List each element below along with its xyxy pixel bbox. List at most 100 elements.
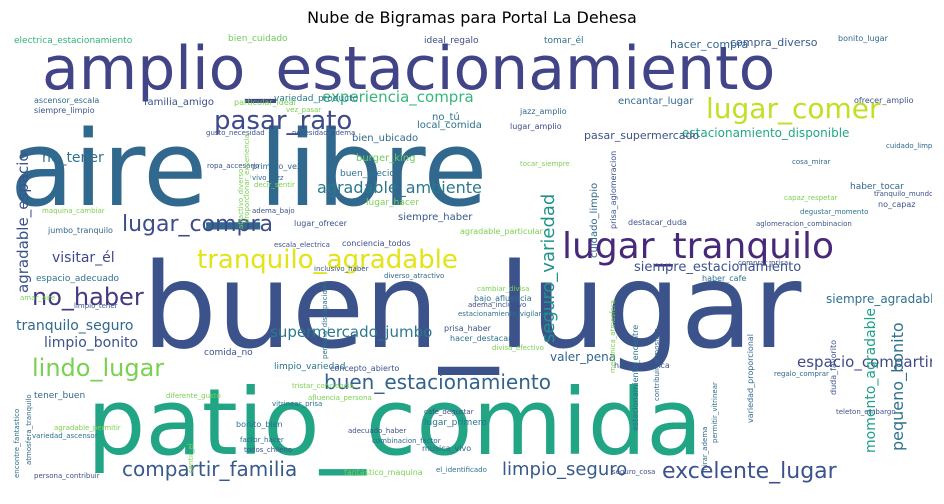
word-cafe-degustar: cafe_degustar — [424, 408, 474, 416]
word-permitir-vitrinear: permitir_vitrinear — [711, 382, 719, 443]
word-hacer-destacar: divisa_efectivo — [492, 344, 544, 352]
word-lindo-lugar: lindo_lugar — [32, 354, 165, 382]
word-proporcionar-experiencia: proporcionar_experiencia — [243, 134, 251, 223]
word-atmosfera-tranquilo: atmosfera_tranquilo — [25, 394, 33, 465]
word-mirar-adema: mirar_adema — [701, 426, 709, 473]
word-particular-ideal: particular_ideal — [234, 98, 296, 107]
word-haber-cafe: haber_tocar — [850, 182, 904, 192]
word-seguro-variedad: seguro_variedad — [538, 193, 559, 343]
word-decir-sentir: decir_sentir — [254, 181, 295, 189]
word-persona-discapacidad: persona_discapacidad — [321, 281, 329, 359]
word-pasar-rato: pasar_rato — [214, 106, 353, 136]
word-limpio-seguro: limpio_seguro — [502, 459, 628, 480]
word-no-tu: no_tú — [432, 112, 460, 123]
word-no-capaz: tranquilo_mundo — [874, 190, 932, 198]
word-jumbo-tranquilo: jumbo_tranquilo — [48, 226, 113, 235]
word-seguro-cosa: seguro_cosa — [612, 468, 656, 476]
word-diverso-atractivo: inclusivo_haber — [314, 265, 369, 273]
word-haber-musica: estacionamiento_vigilancia — [458, 310, 554, 318]
word-lugar-comer: lugar_comer — [706, 92, 881, 125]
word-contribuir-atmosfera: contribuir_atmosfera — [653, 327, 661, 401]
word-destacar-duda: cuidado_limpio — [886, 142, 932, 150]
word-inclusivo-haber: comprar_prisa — [738, 259, 789, 267]
word-no-hacer: espacio_compartir — [797, 353, 932, 371]
word-adema-bajo: adema_bajo — [252, 207, 295, 215]
word-burger-king: local_comida — [417, 120, 482, 131]
word-lugar-primero: musica_vivo — [422, 444, 472, 453]
word-concepto-abierto: tener_buen — [34, 391, 86, 401]
word-excelente-lugar: excelente_lugar — [662, 459, 837, 484]
word-agradable-espacio: agradable_espacio — [14, 152, 32, 293]
word-diferente-gusto: diferente_gusto — [166, 392, 221, 400]
word-limpio-tener: comida_no — [204, 348, 253, 358]
word-buen-estacionamiento: buen_estacionamiento — [324, 370, 551, 394]
word-gusto-necesidad: gusto_necesidad — [206, 129, 265, 137]
word-limpio-bonito: limpio_bonito — [44, 335, 139, 351]
word-variedad-proporcional: variedad_proporcional — [746, 333, 755, 423]
word-aglomeracion-combinacion: aglomeracion_combinacion — [756, 220, 852, 228]
word-familia-amigo: variedad_producto — [274, 94, 359, 104]
word-tranquilo-seguro: tranquilo_seguro — [16, 318, 134, 334]
word-encantar-lugar: ofrecer_amplio — [854, 96, 914, 105]
word-teleton-embargo: teleton_embargo — [836, 408, 896, 416]
word-valer-pena: siempre_agradable — [826, 292, 932, 306]
word-buen-precio: lugar_hacer — [366, 198, 420, 208]
word-amar-aire: amar_aire — [20, 294, 56, 302]
word-siempre-haber: agradable_particular — [460, 227, 543, 236]
word-sentir-el: sentir_el — [187, 443, 195, 473]
word-estacionamiento-encontre: estacionamiento_encontre — [631, 324, 640, 431]
word-estacionamiento-disponible: estacionamiento_disponible — [682, 126, 850, 140]
word-encontre-fantastico: encontre_fantastico — [13, 408, 21, 478]
word-buen-lugar: buen_lugar — [142, 237, 802, 375]
word-primero-vez: primero_vez — [252, 162, 302, 171]
word-limpio-variedad: concepto_abierto — [330, 364, 400, 373]
word-necesidad-adema: necesidad_adema — [292, 129, 356, 137]
word-ascensor-escala: siempre_limpio — [34, 106, 95, 115]
word-momento-agradable: momento_agradable — [863, 307, 879, 453]
word-variedad-producto: encantar_lugar — [618, 96, 694, 107]
word-aire-libre: aire_libre — [12, 108, 488, 230]
word-bien-cuidado: ideal_regalo — [424, 36, 479, 46]
word-visitar-el: visitar_él — [52, 250, 115, 266]
word-adecuado-haber: adecuado_haber — [348, 427, 407, 435]
word-musica-vivo: bonito_bien — [236, 420, 283, 429]
word-agradable-ambiente: agradable_ambiente — [317, 178, 482, 197]
word-lugar-ofrecer: lugar_ofrecer — [294, 219, 347, 228]
word-cosa-mirar: cosa_mirar — [792, 158, 831, 166]
word-cloud: aire_libre buen_lugar patio_comida ampli… — [12, 33, 932, 493]
word-cuidado-limpio: cuidado_limpio — [589, 182, 600, 258]
word-jazz-amplio: jazz_amplio — [520, 107, 567, 116]
word-compra-diverso: bonito_lugar — [838, 34, 888, 43]
word-ropa-accesorio: ropa_accesorio — [207, 162, 260, 170]
word-lugar-amplio: buen_precio — [340, 169, 395, 179]
word-vitrinear-prisa: vitrinear_prisa — [272, 400, 323, 408]
word-haber-tocar: no_capaz — [878, 200, 916, 209]
word-el-identificado: el_identificado — [436, 466, 487, 474]
word-electrica-estacionamiento: bien_cuidado — [228, 34, 288, 44]
word-vivo-jazz: vivo_jazz — [252, 174, 284, 182]
word-persona-contribuir: persona_contribuir — [34, 472, 100, 480]
word-tranquilo-mundo: degustar_momento — [800, 208, 869, 216]
word-agradable-permitir: agradable_permitir — [54, 424, 121, 432]
word-agradable-particular: conciencia_todos — [342, 239, 411, 248]
word-experiencia-compra: experiencia_compra — [322, 88, 474, 106]
word-duda-favorito: duda_favorito — [829, 339, 838, 395]
word-cambiar-divisa: cambiar_divisa — [477, 285, 530, 293]
word-compartir-familia: compartir_familia — [122, 457, 298, 481]
word-prisa-haber: hacer_destacar — [450, 334, 512, 343]
word-afluencia-persona: afluencia_persona — [308, 394, 372, 402]
word-regalo-comprar: regalo_comprar — [774, 370, 829, 378]
word-comprar-prisa: haber_cafe — [702, 274, 747, 283]
word-factor-hacer: factor_hacer — [240, 436, 284, 444]
word-lugar-compra: lugar_compra — [122, 212, 274, 237]
word-combinacion-factor: combinacion_factor — [372, 437, 441, 445]
word-maquina-cambiar: maquina_cambiar — [42, 207, 105, 215]
word-adema-inclusivo: adema_inclusivo — [468, 301, 527, 309]
word-bonito-bien: prisa_haber — [444, 324, 491, 333]
word-hacer-compra: compra_diverso — [730, 36, 818, 49]
word-vez-pasar: vez_pasar — [286, 106, 322, 114]
word-no-haber: no_haber — [32, 283, 144, 311]
word-ofrecer-amplio: ascensor_escala — [34, 96, 100, 105]
word-tomar-el: hacer_compra — [670, 38, 749, 51]
word-siempre-limpio: bien_ubicado — [352, 133, 419, 144]
